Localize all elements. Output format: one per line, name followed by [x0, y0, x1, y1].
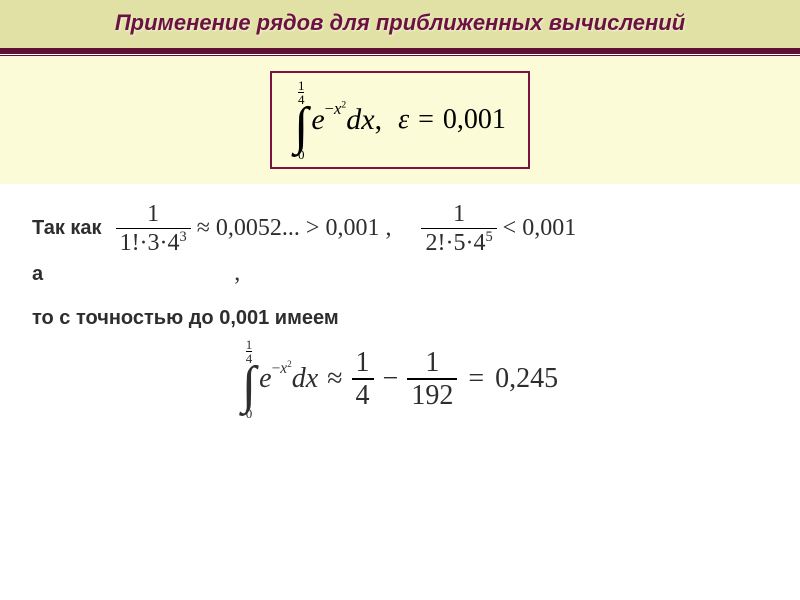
fraction-2: 1 2!·5·45: [421, 202, 496, 257]
threshold-1: 0,001: [325, 215, 379, 242]
final-t1-den: 4: [352, 381, 374, 410]
upper-limit-num: 1: [298, 79, 305, 92]
conclusion-text: то с точностью до 0,001 имеем: [32, 307, 339, 329]
comma-2: ,: [234, 260, 240, 286]
a-label: а: [32, 263, 43, 285]
body-region: Так как 1 1!·3·43 ≈ 0,0052... > 0,001 , …: [0, 184, 800, 438]
exp-minus: −: [325, 99, 334, 118]
threshold-2: 0,001: [522, 215, 576, 242]
final-t1-num: 1: [352, 348, 374, 377]
frac1-den-sup: 3: [180, 229, 187, 245]
final-e: e: [259, 363, 271, 394]
equals: =: [418, 104, 434, 136]
integral-icon: ∫: [294, 106, 308, 148]
integral-expression: 1 4 ∫ 0 e−x2dx,: [294, 79, 382, 161]
page-title: Применение рядов для приближенных вычисл…: [115, 10, 685, 35]
frac2-den-sup: 5: [485, 229, 492, 245]
lower-limit: 0: [298, 148, 305, 161]
final-upper-num: 1: [246, 338, 253, 351]
lt-sign: <: [503, 215, 517, 242]
conclusion-line: то с точностью до 0,001 имеем: [32, 307, 768, 330]
slide: Применение рядов для приближенных вычисл…: [0, 0, 800, 600]
frac2-den: 2!·5·4: [425, 230, 485, 256]
e-symbol: e: [311, 103, 324, 136]
final-t2-num: 1: [421, 348, 443, 377]
final-exp-minus: −: [272, 360, 281, 377]
epsilon-symbol: ε: [398, 104, 409, 136]
final-minus: −: [383, 363, 399, 395]
comparison-line: Так как 1 1!·3·43 ≈ 0,0052... > 0,001 , …: [32, 202, 768, 257]
frac1-den: 1!·3·4: [120, 230, 180, 256]
gt-sign: >: [306, 215, 320, 242]
frac2-num: 1: [449, 202, 469, 227]
exp-pow: 2: [341, 99, 346, 110]
epsilon-value: 0,001: [443, 104, 506, 136]
value-1: 0,0052...: [216, 215, 300, 242]
title-bar: Применение рядов для приближенных вычисл…: [0, 0, 800, 48]
integral-icon: ∫: [242, 365, 256, 407]
final-lower: 0: [246, 407, 253, 420]
divider-thick: [0, 48, 800, 54]
final-result: 0,245: [495, 363, 558, 395]
final-eq: =: [468, 363, 484, 395]
frac1-num: 1: [143, 202, 163, 227]
final-approx: ≈: [327, 363, 342, 395]
approx-sign: ≈: [197, 215, 210, 242]
a-line: а ,: [32, 260, 768, 287]
fraction-1: 1 1!·3·43: [116, 202, 191, 257]
formula-region: 1 4 ∫ 0 e−x2dx, ε = 0,001: [0, 56, 800, 184]
tak-kak-label: Так как: [32, 217, 102, 240]
final-t2-den: 192: [407, 381, 457, 410]
final-exp-pow: 2: [287, 359, 292, 369]
dx: dx: [346, 103, 374, 136]
comma: ,: [375, 103, 383, 136]
formula-box: 1 4 ∫ 0 e−x2dx, ε = 0,001: [270, 71, 530, 169]
final-formula: 1 4 ∫ 0 e−x2dx ≈ 1 4 −: [32, 338, 768, 420]
comma-1: ,: [385, 215, 391, 242]
final-dx: dx: [292, 363, 318, 394]
